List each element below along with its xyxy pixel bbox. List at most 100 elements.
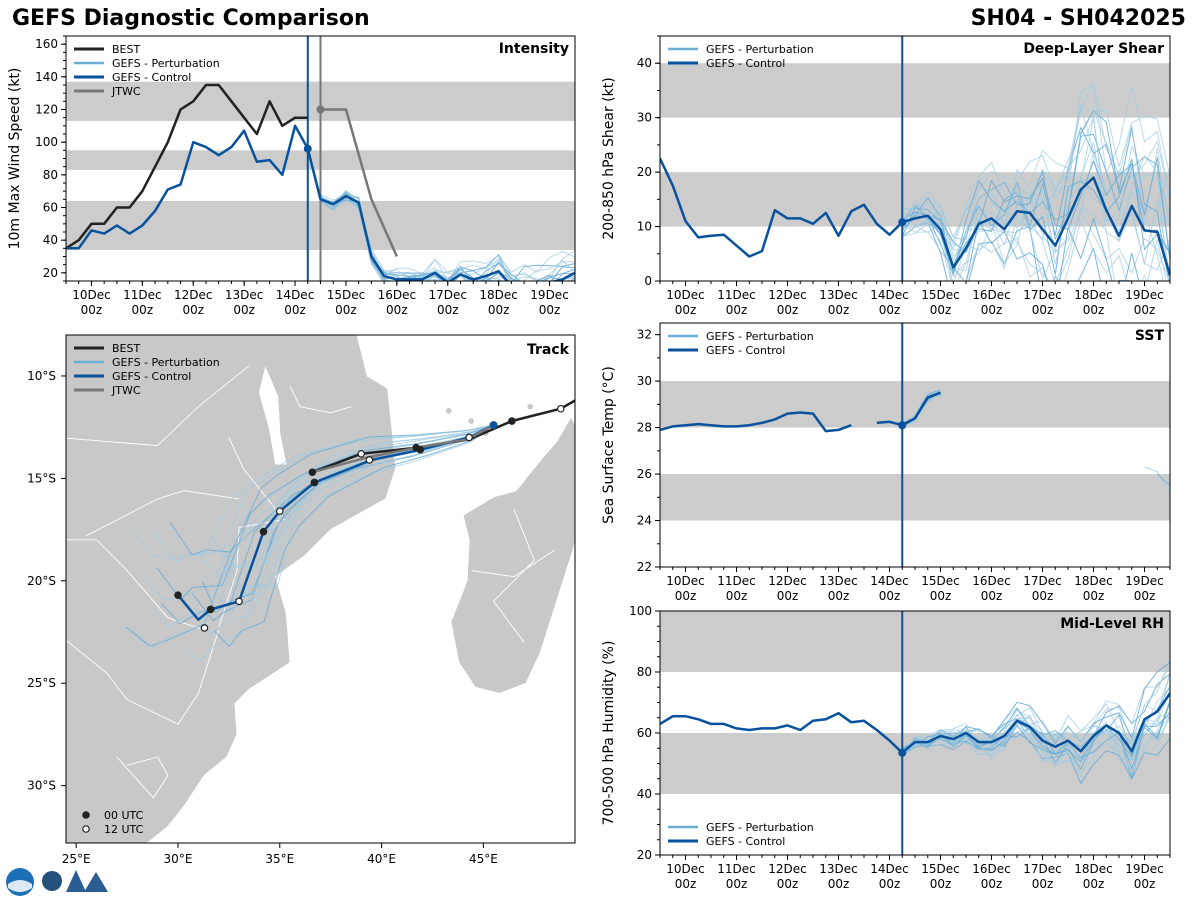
legend-label: JTWC xyxy=(111,384,141,397)
marker-00utc xyxy=(259,527,268,536)
x-tick-label: 12Dec xyxy=(768,574,807,588)
ensemble-member-line xyxy=(307,147,575,281)
x-tick-sublabel: 00z xyxy=(1083,303,1105,317)
y-tick-label: 26 xyxy=(637,467,652,481)
x-tick-sublabel: 00z xyxy=(386,303,408,317)
island xyxy=(526,403,534,410)
ensemble-member-line xyxy=(901,117,1169,281)
control-line xyxy=(660,411,852,433)
y-tick-label: 40 xyxy=(637,787,652,801)
cira-logo-icon xyxy=(66,870,108,892)
x-tick-label: 15Dec xyxy=(327,288,366,302)
x-tick-sublabel: 00z xyxy=(726,589,748,603)
y-tick-label: 30 xyxy=(637,111,652,125)
x-tick-label: 14Dec xyxy=(276,288,315,302)
control-line xyxy=(660,692,1170,755)
x-tick-sublabel: 00z xyxy=(284,303,306,317)
y-tick-label: 60 xyxy=(637,726,652,740)
legend-label: GEFS - Perturbation xyxy=(706,330,814,343)
x-tick-sublabel: 00z xyxy=(539,303,561,317)
country-border xyxy=(66,629,220,725)
shear-chart: 01020304010Dec00z11Dec00z12Dec00z13Dec00… xyxy=(601,35,1171,317)
y-tick-label: 100 xyxy=(35,135,58,149)
y-tick-label: 24 xyxy=(637,514,652,528)
x-tick-sublabel: 00z xyxy=(777,877,799,891)
track-init-marker xyxy=(489,421,498,430)
rh-plot-area xyxy=(660,611,1170,855)
panel-title: Intensity xyxy=(499,41,569,57)
x-tick-sublabel: 00z xyxy=(1032,589,1054,603)
lake-malawi xyxy=(258,366,287,465)
ensemble-track xyxy=(131,424,494,559)
rh-chart: 2040608010010Dec00z11Dec00z12Dec00z13Dec… xyxy=(601,604,1171,891)
africa-land xyxy=(66,335,397,843)
island xyxy=(467,417,475,425)
x-tick-label: 12Dec xyxy=(768,862,807,876)
ensemble-member-line xyxy=(902,116,1170,257)
legend-label: GEFS - Control xyxy=(706,344,785,357)
y-tick-label: 140 xyxy=(35,70,58,84)
intensity-chart: 2040608010012014016010Dec00z11Dec00z12De… xyxy=(7,35,576,317)
panel-title: SST xyxy=(1135,328,1165,344)
marker-00utc xyxy=(508,417,516,425)
legend-label: BEST xyxy=(112,342,140,355)
x-tick-label: 14Dec xyxy=(870,288,909,302)
jtwc-init-marker xyxy=(316,105,325,114)
x-tick-sublabel: 00z xyxy=(1032,877,1054,891)
track-frame xyxy=(65,334,576,844)
x-tick-sublabel: 00z xyxy=(879,303,901,317)
x-tick-label: 35°E xyxy=(265,852,294,866)
legend-marker-00utc xyxy=(82,811,90,819)
x-tick-label: 18Dec xyxy=(1074,862,1113,876)
marker-12utc xyxy=(365,456,374,464)
legend-label: GEFS - Control xyxy=(706,57,785,70)
x-tick-sublabel: 00z xyxy=(1134,877,1156,891)
y-tick-label: 60 xyxy=(43,201,58,215)
ensemble-track xyxy=(213,424,494,648)
y-tick-label: 20 xyxy=(637,848,652,862)
ensemble-member-line xyxy=(901,110,1170,266)
x-tick-label: 10Dec xyxy=(666,288,705,302)
ensemble-track xyxy=(156,424,494,601)
y-tick-label: 30 xyxy=(637,374,652,388)
panel-title: Mid-Level RH xyxy=(1060,616,1164,632)
ensemble-member-line xyxy=(902,212,1148,281)
legend-label: GEFS - Control xyxy=(706,835,785,848)
x-tick-label: 30°E xyxy=(164,852,193,866)
x-tick-label: 17Dec xyxy=(1023,862,1062,876)
x-tick-sublabel: 00z xyxy=(335,303,357,317)
y-tick-label: 20 xyxy=(43,266,58,280)
x-tick-sublabel: 00z xyxy=(879,589,901,603)
y-axis-label: 700-500 hPa Humidity (%) xyxy=(601,641,617,826)
x-tick-label: 13Dec xyxy=(819,574,858,588)
y-tick-label: 40 xyxy=(43,233,58,247)
country-border xyxy=(66,365,250,447)
ensemble-track xyxy=(129,424,494,648)
legend-label: GEFS - Perturbation xyxy=(706,821,814,834)
threshold-band xyxy=(660,63,1170,118)
ensemble-member-line xyxy=(902,83,1170,238)
track-chart: 25°E 30°E 35°E 40°E 45°E 10°S 15°S 20°S 25°S 30°S… xyxy=(27,334,576,866)
x-tick-label: 11Dec xyxy=(123,288,162,302)
panel-title: Deep-Layer Shear xyxy=(1023,41,1164,57)
ensemble-member-line xyxy=(307,149,575,281)
y-tick-label: 120 xyxy=(35,103,58,117)
y-tick-label: 20 xyxy=(637,165,652,179)
ensemble-member-line xyxy=(1156,473,1170,487)
ensemble-member-line xyxy=(901,688,1170,760)
intensity-plot-area xyxy=(66,36,575,281)
legend-label: BEST xyxy=(112,43,140,56)
x-tick-label: 40°E xyxy=(367,852,396,866)
ensemble-member-line xyxy=(902,104,1170,250)
x-tick-label: 18Dec xyxy=(1074,574,1113,588)
y-tick-label: 25°S xyxy=(27,676,56,690)
track-plot-area xyxy=(66,335,575,843)
x-tick-sublabel: 00z xyxy=(1134,303,1156,317)
country-border xyxy=(218,437,285,629)
marker-12utc xyxy=(357,450,366,458)
x-tick-label: 18Dec xyxy=(1074,288,1113,302)
ensemble-member-line xyxy=(901,133,1170,274)
jtwc-forecast-line xyxy=(320,108,399,258)
x-tick-label: 12Dec xyxy=(174,288,213,302)
